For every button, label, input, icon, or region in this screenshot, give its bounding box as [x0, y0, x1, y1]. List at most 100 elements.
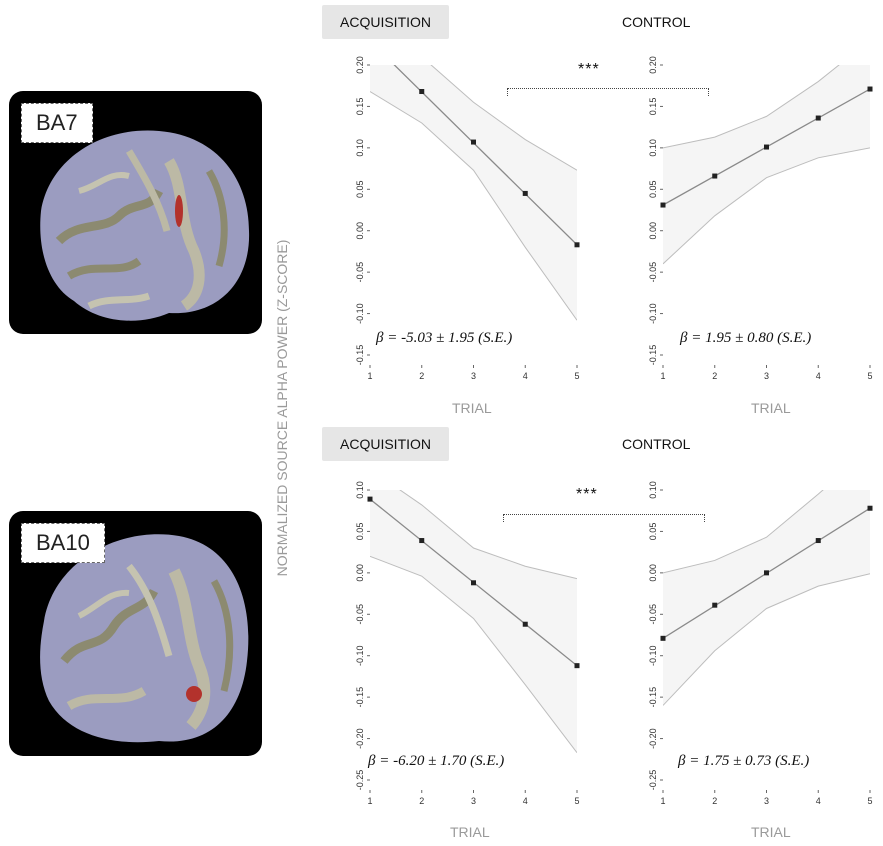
- y-tick-label: -0.15: [648, 687, 658, 708]
- y-tick-label: -0.25: [355, 770, 365, 791]
- data-point: [867, 505, 873, 511]
- region-label-ba10: BA10: [21, 523, 105, 563]
- y-tick-label: 0.20: [355, 56, 365, 74]
- tab-control-ba10: CONTROL: [622, 436, 691, 452]
- plot-ba10-acquisition: -0.25 -0.20 -0.15 -0.10 -0.05 0.00 0.05 0.10 1 2 3…: [355, 481, 580, 806]
- data-point: [574, 242, 580, 248]
- y-tick-label: -0.10: [648, 645, 658, 666]
- y-tick-label: 0.10: [648, 139, 658, 157]
- significance-stars-ba10: ***: [576, 486, 598, 503]
- tab-acquisition-ba7: ACQUISITION: [322, 5, 450, 39]
- x-tick-label: 1: [367, 796, 372, 806]
- brain-image-ba10: BA10: [9, 511, 262, 756]
- y-tick-label: -0.15: [355, 345, 365, 366]
- data-point: [522, 190, 528, 196]
- y-tick-label: 0.10: [355, 139, 365, 157]
- y-tick-label: -0.05: [648, 262, 658, 283]
- ci-lower-line: [370, 91, 577, 321]
- x-tick-label: 1: [367, 371, 372, 381]
- x-tick-label: 3: [471, 796, 476, 806]
- x-axis-label-ba7-acquisition: TRIAL: [452, 400, 492, 416]
- x-tick-label: 2: [419, 796, 424, 806]
- tab-acquisition-ba10: ACQUISITION: [322, 427, 450, 461]
- brain-image-ba7: BA7: [9, 91, 262, 334]
- x-axis: 1 2 3 4 5: [660, 790, 873, 806]
- y-tick-label: 0.15: [355, 98, 365, 116]
- x-tick-label: 5: [867, 796, 872, 806]
- y-tick-label: 0.00: [355, 222, 365, 240]
- data-point: [419, 538, 425, 544]
- ci-upper-line: [663, 490, 824, 574]
- region-label-ba7: BA7: [21, 103, 93, 143]
- x-axis: 1 2 3 4 5: [660, 365, 873, 381]
- y-axis: -0.15 -0.10 -0.05 0.00 0.05 0.10 0.15 0.20: [355, 56, 370, 365]
- y-tick-label: -0.15: [648, 345, 658, 366]
- y-tick-label: -0.05: [648, 604, 658, 625]
- data-point: [419, 89, 425, 95]
- y-tick-label: 0.00: [355, 564, 365, 582]
- y-tick-label: 0.05: [355, 523, 365, 541]
- y-tick-label: 0.15: [648, 98, 658, 116]
- plot-ba10-control: -0.25 -0.20 -0.15 -0.10 -0.05 0.00 0.05 0.10 1 2 3…: [648, 481, 873, 806]
- ci-lower-line: [663, 147, 870, 265]
- beta-annotation-ba7-acquisition: β = -5.03 ± 1.95 (S.E.): [376, 330, 513, 346]
- brain-render-ba10: [40, 534, 249, 743]
- data-point: [867, 86, 873, 92]
- data-point: [764, 144, 769, 150]
- ci-upper-line: [399, 490, 577, 580]
- y-axis: -0.15 -0.10 -0.05 0.00 0.05 0.10 0.15 0.20: [648, 56, 663, 365]
- plot-area: [370, 65, 577, 321]
- x-axis-label-ba10-control: TRIAL: [751, 824, 791, 840]
- x-tick-label: 4: [816, 371, 821, 381]
- data-point: [522, 621, 528, 627]
- plot-ba7-acquisition: -0.15 -0.10 -0.05 0.00 0.05 0.10 0.15 0.20 1 2 3 4 5: [355, 56, 580, 381]
- confidence-band: [370, 490, 577, 753]
- y-tick-label: -0.10: [648, 303, 658, 324]
- x-tick-label: 2: [419, 371, 424, 381]
- data-point: [764, 570, 769, 576]
- x-tick-label: 3: [471, 371, 476, 381]
- plot-area: [663, 65, 870, 265]
- significance-bracket-ba10: [503, 514, 705, 522]
- y-tick-label: -0.25: [648, 770, 658, 791]
- ci-upper-line: [430, 65, 577, 171]
- brain-render-ba7: [40, 130, 250, 321]
- y-tick-label: 0.05: [355, 181, 365, 199]
- y-tick-label: -0.05: [355, 604, 365, 625]
- y-axis-label: NORMALIZED SOURCE ALPHA POWER (Z-SCORE): [274, 239, 290, 577]
- y-tick-label: 0.10: [355, 481, 365, 499]
- confidence-band: [663, 490, 870, 706]
- data-point: [660, 635, 666, 641]
- data-point: [712, 173, 718, 179]
- data-point: [712, 602, 718, 608]
- y-tick-label: 0.00: [648, 564, 658, 582]
- data-point: [815, 115, 821, 121]
- y-axis: -0.25 -0.20 -0.15 -0.10 -0.05 0.00 0.05 0.10: [648, 481, 663, 790]
- y-tick-label: -0.10: [355, 645, 365, 666]
- plot-ba7-control: -0.15 -0.10 -0.05 0.00 0.05 0.10 0.15 0.20 1 2 3 4 5: [648, 56, 873, 381]
- x-axis: 1 2 3 4 5: [367, 790, 580, 806]
- y-tick-label: 0.00: [648, 222, 658, 240]
- x-tick-label: 4: [816, 796, 821, 806]
- y-axis: -0.25 -0.20 -0.15 -0.10 -0.05 0.00 0.05 0.10: [355, 481, 370, 790]
- ci-lower-line: [663, 573, 870, 706]
- x-tick-label: 5: [574, 371, 579, 381]
- x-tick-label: 2: [712, 371, 717, 381]
- y-tick-label: -0.20: [355, 728, 365, 749]
- y-tick-label: -0.15: [355, 687, 365, 708]
- data-point: [574, 663, 580, 669]
- x-tick-label: 1: [660, 796, 665, 806]
- data-point: [660, 202, 666, 208]
- x-tick-label: 3: [764, 796, 769, 806]
- x-axis-label-ba7-control: TRIAL: [751, 400, 791, 416]
- ci-upper-line: [663, 65, 840, 149]
- beta-annotation-ba10-control: β = 1.75 ± 0.73 (S.E.): [678, 753, 810, 769]
- y-tick-label: 0.05: [648, 181, 658, 199]
- x-tick-label: 4: [523, 796, 528, 806]
- beta-annotation-ba10-acquisition: β = -6.20 ± 1.70 (S.E.): [368, 753, 505, 769]
- significance-stars-ba7: ***: [578, 61, 600, 78]
- x-tick-label: 2: [712, 796, 717, 806]
- x-tick-label: 1: [660, 371, 665, 381]
- y-tick-label: -0.20: [648, 728, 658, 749]
- plot-area: [370, 490, 577, 753]
